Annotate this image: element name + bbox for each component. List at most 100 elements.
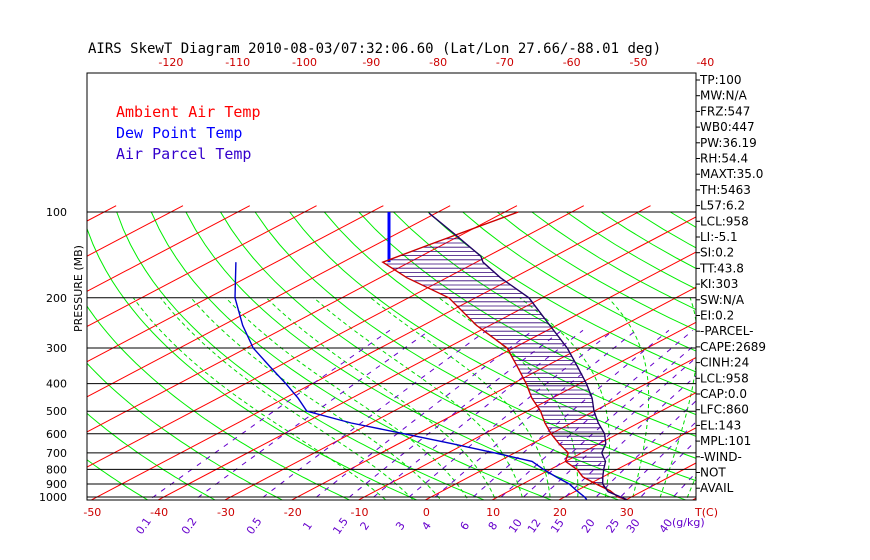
index-entry: AVAIL (700, 481, 734, 495)
top-temp-tick-label: -100 (292, 56, 317, 69)
isotherm (87, 205, 250, 292)
mixing-ratio-line (519, 343, 696, 500)
index-entry: MPL:101 (700, 434, 751, 448)
index-entry: CINH:24 (700, 356, 749, 370)
index-entry: EI:0.2 (700, 309, 734, 323)
dry-adiabat (809, 212, 870, 504)
dry-adiabat (635, 211, 696, 249)
mixing-ratio-tick-label: 1 (300, 519, 315, 532)
mixing-ratio-ticks: 0.1 0.2 0.5 1 1.5 2 3 4 6 8 10 12 15 20 25 30 40 (133, 515, 675, 537)
index-entry: LI:-5.1 (700, 230, 738, 244)
index-entry: SW:N/A (700, 293, 745, 307)
mixing-ratio-line (616, 421, 696, 500)
isotherm (90, 205, 651, 500)
mixing-ratio-tick-label: 4 (419, 519, 434, 532)
mixing-ratio-unit: (g/kg) (672, 516, 705, 529)
index-entry: RH:54.4 (700, 152, 748, 166)
isotherm (557, 427, 696, 500)
chart-title: AIRS SkewT Diagram 2010-08-03/07:32:06.6… (88, 41, 661, 57)
dry-adiabat (843, 212, 870, 504)
index-entry: TH:5463 (699, 183, 751, 197)
plot-frame (86, 72, 697, 501)
mixing-ratio-tick-label: 10 (506, 517, 525, 536)
isotherm (87, 205, 451, 398)
index-entry: CAPE:2689 (700, 340, 766, 354)
top-temp-tick-label: -110 (225, 56, 250, 69)
cape-hatching (385, 238, 617, 496)
mixing-ratio-line (312, 329, 534, 500)
mixing-ratio-tick-label: 2 (358, 519, 373, 532)
index-entry: LCL:958 (700, 214, 749, 228)
index-entry: TP:100 (699, 73, 742, 87)
index-entry: MW:N/A (700, 89, 748, 103)
mixing-ratio-tick-label: 25 (604, 517, 623, 536)
mixing-ratio-tick-label: 0.2 (179, 515, 200, 537)
top-temp-tick-label: -60 (563, 56, 581, 69)
isotherm (491, 392, 696, 500)
pressure-tick-label: 600 (46, 428, 67, 441)
isotherm (87, 205, 184, 257)
legend-entry: Dew Point Temp (116, 124, 242, 142)
dry-adiabat (774, 212, 870, 504)
legend-entry: Air Parcel Temp (116, 145, 251, 163)
bottom-temp-tick-label: 0 (423, 506, 430, 519)
dry-adiabat (87, 412, 216, 500)
mixing-ratio-line (193, 329, 431, 500)
bottom-temp-tick-label: -10 (351, 506, 369, 519)
mixing-ratio-tick-label: 3 (393, 519, 408, 532)
index-entry: LFC:860 (700, 403, 749, 417)
bottom-temp-tick-label: 10 (486, 506, 500, 519)
dry-adiabat (427, 211, 696, 373)
mixing-ratio-line (561, 375, 696, 500)
top-temp-tick-label: -50 (630, 56, 648, 69)
bottom-temp-tick-label: -50 (83, 506, 101, 519)
bottom-temp-tick-label: -30 (217, 506, 235, 519)
index-entry: -WIND- (700, 450, 742, 464)
top-temperature-ticks: -120 -110 -100 -90 -80 -70 -60 -50 -40 (158, 56, 714, 69)
pressure-tick-label: 700 (46, 447, 67, 460)
bottom-temp-unit: T(C) (694, 506, 718, 519)
isotherm (0, 206, 49, 505)
isotherm (87, 205, 584, 468)
dry-adiabat (87, 362, 284, 500)
pressure-tick-label: 1000 (39, 491, 67, 504)
dew-point-temp-line (234, 262, 588, 500)
top-temp-tick-label: -70 (496, 56, 514, 69)
bottom-temp-tick-label: 20 (553, 506, 567, 519)
index-entry: NOT (700, 466, 726, 480)
mixing-ratio-line (148, 329, 391, 500)
pressure-tick-label: 100 (46, 206, 67, 219)
moist-adiabat (190, 297, 442, 500)
moist-adiabat (313, 297, 524, 500)
mixing-ratio-line (345, 329, 563, 500)
mixing-ratio-line (669, 471, 696, 500)
mixing-ratio-tick-label: 15 (548, 517, 567, 536)
pressure-tick-label: 300 (46, 342, 67, 355)
index-entry: EL:143 (700, 418, 741, 432)
isotherm (357, 321, 696, 500)
isotherm (87, 205, 384, 363)
top-temp-tick-label: -40 (696, 56, 714, 69)
bottom-temp-tick-label: 30 (620, 506, 634, 519)
pressure-tick-label: 400 (46, 378, 67, 391)
y-axis-label: PRESSURE (MB) (72, 245, 85, 332)
legend: Ambient Air Temp Dew Point Temp Air Parcel… (116, 103, 261, 163)
bottom-temp-tick-label: -40 (150, 506, 168, 519)
dry-adiabat (393, 211, 696, 394)
index-entry: TT:43.8 (699, 261, 744, 275)
mixing-ratio-line (538, 357, 696, 500)
isotherm (290, 286, 696, 500)
bottom-temperature-ticks: -50 -40 -30 -20 -10 0 10 20 30 (83, 506, 633, 519)
moist-adiabat (225, 297, 469, 500)
moist-adiabat (519, 297, 610, 500)
mixing-ratio-tick-label: 6 (458, 519, 473, 532)
index-entry: FRZ:547 (700, 104, 750, 118)
index-entry: MAXT:35.0 (700, 167, 763, 181)
index-entry: CAP:0.0 (700, 387, 747, 401)
index-entry: L57:6.2 (700, 199, 745, 213)
isotherm (87, 205, 317, 328)
index-entry: LCL:958 (700, 371, 749, 385)
mixing-ratio-line (637, 439, 696, 500)
ambient-air-temp-line (381, 211, 627, 500)
mixing-ratio-line (497, 329, 694, 500)
